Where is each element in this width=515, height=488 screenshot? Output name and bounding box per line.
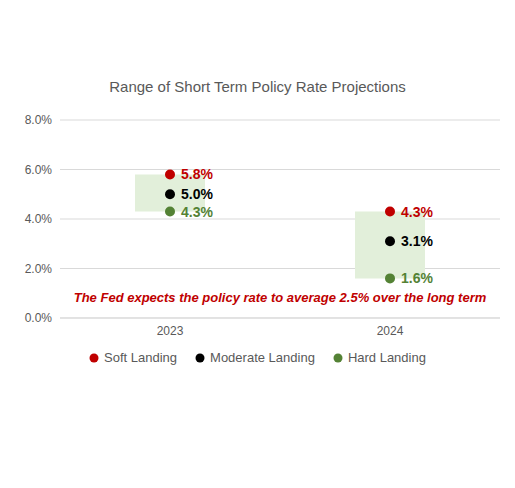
svg-text:5.8%: 5.8%: [181, 166, 213, 182]
svg-text:3.1%: 3.1%: [401, 233, 433, 249]
svg-text:4.3%: 4.3%: [401, 204, 433, 220]
html-text:Soft Landing: Soft Landing: [104, 350, 178, 365]
svg-text:2.0%: 2.0%: [25, 262, 53, 276]
html-text:Hard Landing: Hard Landing: [347, 350, 426, 365]
svg-text:1.6%: 1.6%: [401, 270, 433, 286]
html-text:Range of Short Term Policy Rat: Range of Short Term Policy Rate Projecti…: [109, 78, 406, 95]
svg-text:8.0%: 8.0%: [25, 113, 53, 127]
html-text:The Fed expects the policy rat: The Fed expects the policy rate to avera…: [73, 290, 487, 305]
svg-text:6.0%: 6.0%: [25, 163, 53, 177]
svg-text:2023: 2023: [157, 324, 184, 338]
svg-text:0.0%: 0.0%: [25, 311, 53, 325]
svg-text:4.3%: 4.3%: [181, 204, 213, 220]
html-text:Moderate Landing: Moderate Landing: [210, 350, 315, 365]
svg-text:5.0%: 5.0%: [181, 186, 213, 202]
svg-text:4.0%: 4.0%: [25, 212, 53, 226]
svg-text:2024: 2024: [377, 324, 404, 338]
